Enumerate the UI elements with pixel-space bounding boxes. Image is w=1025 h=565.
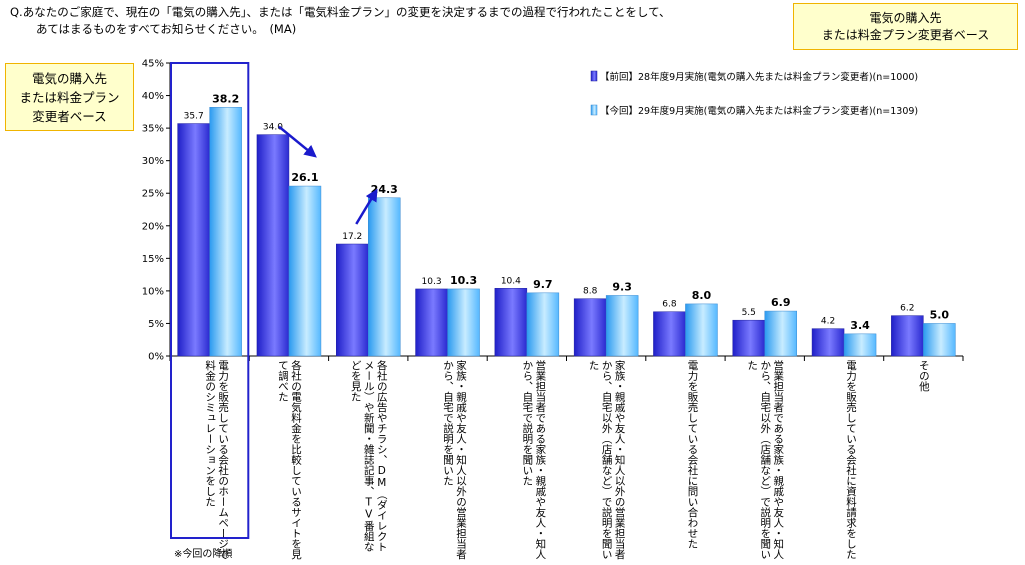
sort-note: ※今回の降順 xyxy=(174,549,233,560)
data-label-prev: 8.8 xyxy=(583,287,598,297)
base-note-left-line-3: 変更者ベース xyxy=(32,108,107,124)
data-label-curr: 5.0 xyxy=(930,308,950,321)
question-line-2: あてはまるものをすべてお知らせください。 (MA) xyxy=(36,22,297,36)
data-label-curr: 9.7 xyxy=(533,278,553,291)
legend-label: 【今回】29年度9月実施(電気の購入先または料金プラン変更者)(n=1309) xyxy=(600,105,918,117)
bar-curr xyxy=(685,303,718,357)
base-note-line-1: 電気の購入先 xyxy=(869,10,942,25)
data-label-prev: 34.0 xyxy=(263,123,283,133)
y-tick-label: 30% xyxy=(142,156,164,167)
bar-prev xyxy=(732,319,765,357)
y-tick-label: 35% xyxy=(142,124,164,135)
data-label-curr: 6.9 xyxy=(771,296,791,309)
bar-prev xyxy=(573,298,607,357)
y-tick-label: 0% xyxy=(148,352,164,363)
y-tick-label: 45% xyxy=(142,59,164,70)
base-note-line-2: または料金プラン変更者ベース xyxy=(821,27,990,42)
data-label-prev: 35.7 xyxy=(184,112,204,122)
y-tick-label: 10% xyxy=(142,286,164,297)
x-category-label: 各社の電気料金を比較しているサイトを見て調べた xyxy=(276,360,302,560)
y-tick-label: 40% xyxy=(142,91,164,102)
data-label-prev: 10.3 xyxy=(422,277,442,287)
bar-curr xyxy=(843,333,877,357)
x-category-label: 各社の広告やチラシ、DM（ダイレクトメール）や新聞・雑誌記事、TV番組などを見た xyxy=(349,360,388,552)
base-note-left-line-2: または料金プラン xyxy=(19,89,120,105)
legend-label: 【前回】28年度9月実施(電気の購入先または料金プラン変更者)(n=1000) xyxy=(600,71,918,83)
question-line-1: Q.あなたのご家庭で、現在の「電気の購入先」、または「電気料金プラン」の変更を決… xyxy=(10,5,671,19)
data-label-prev: 5.5 xyxy=(742,308,756,318)
legend-swatch xyxy=(590,70,598,82)
data-label-prev: 17.2 xyxy=(342,232,362,242)
y-tick-label: 5% xyxy=(148,319,164,330)
base-note-box-right: 電気の購入先 または料金プラン変更者ベース xyxy=(793,3,1018,50)
bar-curr xyxy=(526,292,560,357)
bar-prev xyxy=(811,328,845,357)
data-label-prev: 6.2 xyxy=(900,304,914,314)
bar-curr xyxy=(605,295,639,357)
bar-curr xyxy=(764,310,797,357)
legend-swatch xyxy=(590,104,598,116)
base-note-box-left: 電気の購入先 または料金プラン 変更者ベース xyxy=(5,63,134,131)
x-category-label: 電力を販売している会社に問い合わせた xyxy=(686,360,699,549)
x-category-label: 電力を販売している会社のホームページで料金のシミュレーションをした xyxy=(204,360,230,560)
data-label-curr: 26.1 xyxy=(291,171,318,184)
bar-prev xyxy=(494,288,528,357)
base-note-left-line-1: 電気の購入先 xyxy=(31,70,107,86)
y-tick-label: 25% xyxy=(142,189,164,200)
bar-curr xyxy=(447,288,480,357)
data-label-prev: 4.2 xyxy=(821,317,835,327)
bar-prev xyxy=(336,243,369,357)
bar-prev xyxy=(415,288,448,357)
data-label-curr: 3.4 xyxy=(850,319,870,332)
data-label-prev: 10.4 xyxy=(501,276,521,286)
x-category-label: その他 xyxy=(917,360,930,392)
x-category-label: 電力を販売している会社に資料請求をした xyxy=(845,360,858,560)
bar-curr xyxy=(209,107,242,357)
bar-prev xyxy=(653,311,686,357)
x-category-label: 家族・親戚や友人・知人以外の営業担当者から、自宅で説明を聞いた xyxy=(442,360,468,560)
highlight-box xyxy=(170,62,250,539)
bar-curr xyxy=(923,323,956,357)
decrease-arrow xyxy=(278,125,317,158)
bar-prev xyxy=(177,123,210,357)
x-category-label: 営業担当者である家族・親戚や友人・知人から、自宅で説明を聞いた xyxy=(521,360,547,560)
bar-curr xyxy=(288,185,322,357)
increase-arrow xyxy=(355,188,378,225)
data-label-curr: 8.0 xyxy=(692,289,712,302)
data-label-curr: 10.3 xyxy=(450,274,477,287)
x-category-label: 家族・親戚や友人・知人以外の営業担当者から、自宅以外（店舗など）で説明を聞いた xyxy=(587,360,626,560)
data-label-curr: 9.3 xyxy=(612,280,632,293)
data-label-curr: 38.2 xyxy=(212,92,239,105)
y-tick-label: 15% xyxy=(142,254,164,265)
bar-prev xyxy=(256,134,290,357)
y-tick-label: 20% xyxy=(142,221,164,232)
question-text: Q.あなたのご家庭で、現在の「電気の購入先」、または「電気料金プラン」の変更を決… xyxy=(10,4,671,38)
x-category-label: 営業担当者である家族・親戚や友人・知人から、自宅以外（店舗など）で説明を聞いた xyxy=(746,360,785,560)
bar-curr xyxy=(368,197,401,357)
bar-prev xyxy=(891,315,924,357)
data-label-prev: 6.8 xyxy=(662,300,677,310)
